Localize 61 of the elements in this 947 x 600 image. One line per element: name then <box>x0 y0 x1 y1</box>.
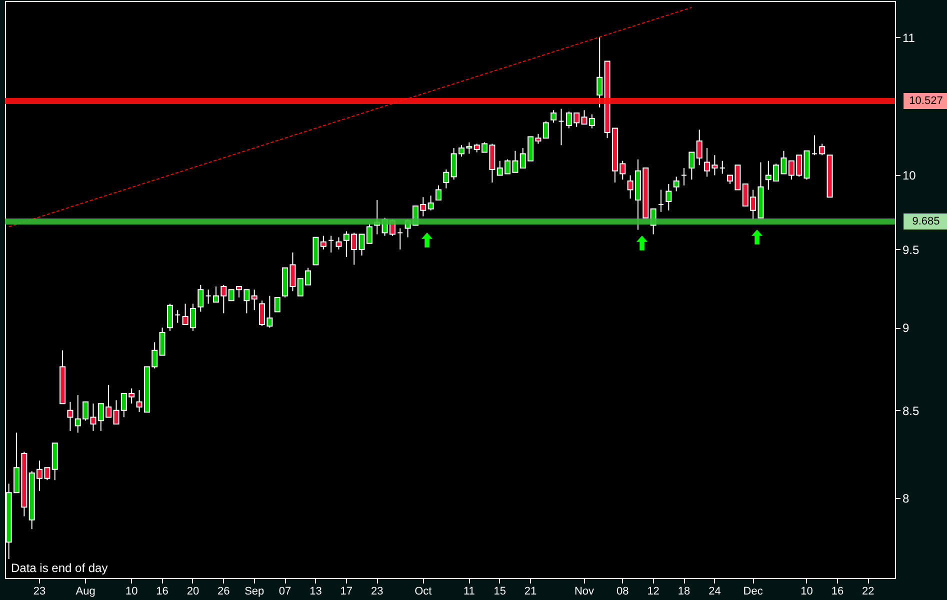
y-tick-label: 10 <box>902 168 916 183</box>
candlestick <box>542 120 549 139</box>
x-tick-label: 12 <box>647 586 660 598</box>
x-tick-label: 23 <box>33 586 46 598</box>
candlestick <box>166 303 173 332</box>
candlestick <box>251 289 258 311</box>
x-tick-label: 23 <box>370 586 384 598</box>
candlestick <box>428 195 434 211</box>
x-tick-label: Dec <box>743 586 764 598</box>
candlestick <box>159 327 166 356</box>
x-tick-label: 17 <box>340 586 353 598</box>
y-tick-label: 9.5 <box>902 242 920 257</box>
x-tick-label: 21 <box>524 586 537 598</box>
x-tick-label: Aug <box>76 586 96 598</box>
x-tick-label: 24 <box>708 586 721 598</box>
ref-line-label: 10.527 <box>909 94 943 107</box>
y-tick-label: 9 <box>902 321 910 336</box>
candlestick <box>688 152 695 180</box>
ref-line-label: 9.685 <box>912 216 940 228</box>
candlestick <box>666 183 672 211</box>
candlestick <box>558 108 564 146</box>
candlestick <box>681 168 688 186</box>
y-tick-label: 8 <box>902 492 910 506</box>
x-tick-label: 16 <box>156 586 168 598</box>
candlestick <box>205 289 212 304</box>
x-tick-label: 13 <box>310 586 322 598</box>
x-tick-label: 11 <box>463 586 475 598</box>
candlestick <box>328 235 334 254</box>
x-tick-label: 10 <box>800 586 813 598</box>
candlestick <box>198 284 204 312</box>
x-tick-label: 16 <box>831 586 844 598</box>
x-tick-label: Oct <box>414 586 432 598</box>
x-tick-label: 15 <box>494 586 506 598</box>
x-tick-label: Sep <box>244 586 264 598</box>
candlestick <box>320 235 326 250</box>
candlestick <box>696 129 702 166</box>
candlestick <box>336 236 342 250</box>
candlestick <box>397 228 404 250</box>
candlestick <box>435 184 442 201</box>
candlestick <box>67 401 74 432</box>
candlestick <box>811 134 818 156</box>
x-tick-label: 10 <box>125 586 138 598</box>
y-tick-label: 8.5 <box>902 404 920 418</box>
x-tick-label: 18 <box>678 586 690 598</box>
x-tick-label: Nov <box>574 586 595 598</box>
candlestick <box>596 36 603 108</box>
y-tick-label: 11 <box>902 30 916 45</box>
candlestick <box>274 296 280 312</box>
x-tick-label: 26 <box>218 586 230 598</box>
candlestick <box>174 310 181 324</box>
x-tick-label: 20 <box>186 586 200 598</box>
annotation: Data is end of day <box>11 561 108 575</box>
candlestick <box>673 176 680 192</box>
candlestick <box>719 160 726 174</box>
candlestick <box>658 189 664 212</box>
x-tick-label: 22 <box>862 586 874 598</box>
candlestick <box>819 143 826 156</box>
candlestick <box>443 168 450 189</box>
candlestick <box>550 110 557 124</box>
x-tick-label: 08 <box>616 586 629 598</box>
x-tick-label: 07 <box>278 586 292 598</box>
